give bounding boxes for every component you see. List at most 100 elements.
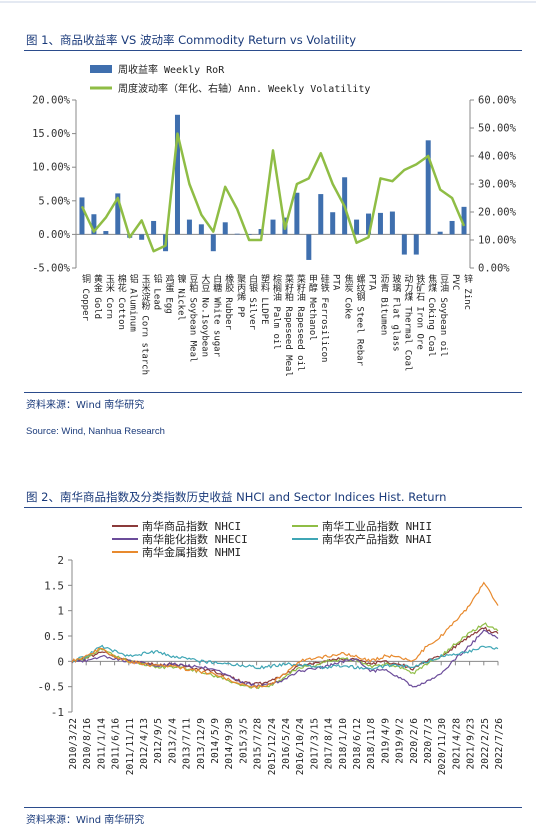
return-bar	[401, 234, 407, 255]
right-tick-label: 40.00%	[478, 151, 517, 163]
category-label: 铅 Lead	[152, 273, 163, 310]
return-bar	[139, 234, 145, 240]
figure2-source-cn: 资料来源：Wind 南华研究	[26, 815, 145, 826]
right-tick-label: 60.00%	[478, 95, 517, 107]
x-tick-label: 2019/9/2	[395, 718, 406, 764]
return-bar	[103, 231, 109, 235]
x-tick-label: 2011/6/16	[111, 718, 122, 770]
x-tick-label: 2021/4/28	[451, 718, 462, 770]
x-tick-label: 2017/3/15	[309, 718, 320, 769]
x-tick-label: 2018/6/12	[352, 718, 363, 769]
x-tick-label: 2013/2/4	[167, 718, 178, 764]
figure2-title: 图 2、南华商品指数及分类指数历史收益 NHCI and Sector Indi…	[26, 490, 447, 504]
y-tick-label: 0	[57, 655, 64, 668]
category-label: 沥青 Bitumen	[378, 274, 389, 335]
figure1-title: 图 1、商品收益率 VS 波动率 Commodity Return vs Vol…	[26, 33, 357, 47]
series-line	[71, 629, 499, 688]
return-bar	[318, 194, 324, 235]
x-tick-label: 2022/2/25	[480, 718, 491, 769]
right-tick-label: 20.00%	[478, 207, 517, 219]
category-label: 玻璃 Flat glass	[390, 273, 401, 352]
category-label: 铁矿石 Iron Ore	[414, 273, 425, 350]
category-label: 菜籽粕 Rapeseed Meal	[283, 273, 294, 377]
return-bar	[151, 220, 157, 235]
x-tick-label: 2014/5/9	[210, 718, 221, 764]
category-label: 白糖 White sugar	[211, 273, 222, 358]
category-label: 玉米 Corn	[104, 274, 115, 319]
return-bar	[425, 140, 431, 235]
category-label: 白银 Silver	[247, 273, 258, 331]
return-bar	[115, 193, 121, 235]
category-label: 焦煤 Coking Coal	[426, 273, 437, 357]
legend-bar-label: 周收益率 Weekly RoR	[118, 63, 225, 76]
legend-bar-swatch	[90, 65, 112, 73]
y-tick-label: -1	[51, 706, 64, 719]
legend-label: 南华农产品指数 NHAI	[322, 532, 432, 546]
return-bar	[234, 233, 240, 235]
header-rule	[0, 1, 536, 3]
x-tick-label: 2013/7/11	[182, 718, 193, 770]
x-tick-label: 2014/9/30	[224, 718, 235, 770]
figure1-source-en: Source: Wind, Nanhua Research	[26, 426, 165, 437]
series-line	[71, 644, 499, 671]
legend-line-label: 周度波动率（年化、右轴）Ann. Weekly Volatility	[118, 82, 370, 95]
y-tick-label: 0.5	[44, 630, 64, 643]
category-label: 塑料 LLDPE	[259, 274, 270, 325]
x-tick-label: 2010/8/16	[82, 718, 93, 770]
figure2-title-rule	[24, 507, 522, 508]
category-label: 豆油 Soybean oil	[438, 274, 449, 357]
x-tick-label: 2020/11/30	[437, 718, 448, 775]
right-tick-label: 10.00%	[478, 235, 517, 247]
return-bar	[79, 197, 85, 235]
return-bar	[389, 211, 395, 235]
return-bar	[91, 214, 97, 235]
right-tick-label: 0.00%	[478, 263, 510, 275]
left-tick-label: 5.00%	[38, 195, 70, 207]
figure2-source-rule	[24, 807, 522, 808]
x-tick-label: 2015/7/28	[253, 718, 264, 770]
category-label: 动力煤 Thermal Coal	[402, 274, 413, 372]
x-tick-label: 2018/1/10	[338, 718, 349, 770]
series-line	[71, 622, 499, 690]
return-bar	[330, 212, 336, 235]
x-tick-label: 2015/3/5	[238, 718, 249, 764]
x-tick-label: 2020/7/3	[423, 718, 434, 764]
return-bar	[174, 114, 180, 235]
category-label: 棕榈油 Palm oil	[271, 273, 282, 350]
category-label: 焦炭 Coke	[343, 273, 354, 319]
return-bar	[366, 213, 372, 235]
category-label: 聚丙烯 PP	[235, 274, 246, 318]
x-tick-label: 2021/9/23	[466, 718, 477, 769]
return-bar	[198, 224, 204, 235]
category-label: 铜 Copper	[80, 273, 91, 322]
y-tick-label: -0.5	[38, 681, 65, 694]
y-tick-label: 1	[57, 605, 64, 618]
x-tick-label: 2020/2/6	[409, 718, 420, 764]
return-bar	[413, 234, 419, 255]
legend-label: 南华能化指数 NHECI	[142, 532, 248, 546]
category-label: 鸡蛋 Egg	[164, 273, 175, 314]
x-tick-label: 2018/11/8	[366, 718, 377, 770]
return-bar	[246, 234, 252, 235]
x-tick-label: 2017/8/14	[324, 718, 335, 770]
return-bar	[306, 234, 312, 260]
category-label: PVC	[450, 274, 460, 290]
category-label: 铝 Aluminum	[128, 273, 139, 332]
x-tick-label: 2010/3/22	[68, 718, 79, 769]
return-bar	[186, 219, 192, 235]
left-tick-label: -5.00%	[32, 263, 71, 275]
return-bar	[270, 219, 276, 235]
return-bar	[222, 222, 228, 235]
category-label: 螺纹钢 Steel Rebar	[355, 274, 366, 367]
category-label: 镍 Nickel	[175, 273, 186, 321]
legend-label: 南华工业品指数 NHII	[322, 519, 432, 533]
category-label: 甲醇 Methanol	[307, 274, 318, 341]
category-label: 豆粕 Soybean Meal	[187, 274, 198, 363]
return-bar	[377, 212, 383, 235]
legend-label: 南华金属指数 NHMI	[142, 545, 241, 559]
return-bar	[461, 206, 467, 235]
figure1-title-rule	[24, 50, 522, 51]
return-bar	[294, 192, 300, 235]
x-tick-label: 2011/1/14	[96, 718, 107, 770]
volatility-line	[80, 132, 466, 253]
